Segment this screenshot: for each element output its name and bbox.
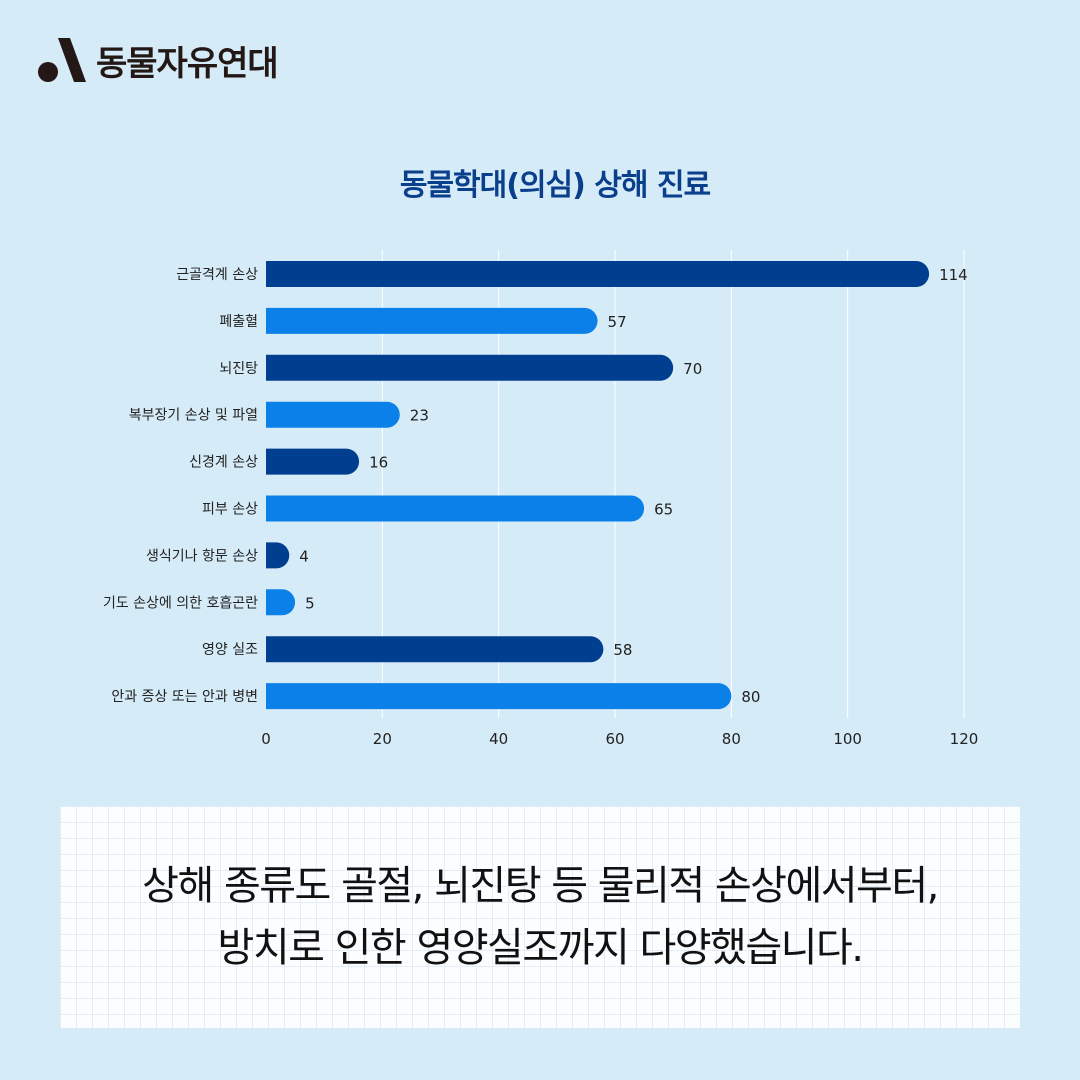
bar (266, 589, 296, 616)
category-label: 뇌진탕 (219, 361, 258, 377)
bar (266, 401, 400, 428)
category-label: 복부장기 손상 및 파열 (129, 408, 258, 424)
bar (266, 261, 930, 287)
x-tick-label: 20 (373, 730, 392, 748)
bar (266, 354, 674, 381)
category-label: 안과 증상 또는 안과 병변 (111, 689, 258, 705)
caption-line-1: 상해 종류도 골절, 뇌진탕 등 물리적 손상에서부터, (142, 863, 939, 909)
data-label: 70 (683, 360, 702, 378)
brand-name: 동물자유연대 (96, 43, 279, 84)
data-label: 5 (305, 594, 315, 612)
x-tick-label: 100 (833, 730, 862, 748)
brand-logo: 동물자유연대 (36, 34, 279, 86)
category-label: 근골격계 손상 (176, 267, 258, 283)
caption-line-2: 방치로 인한 영양실조까지 다양했습니다. (217, 925, 864, 971)
x-tick-label: 0 (261, 730, 271, 748)
data-label: 16 (369, 454, 388, 472)
x-tick-label: 40 (489, 730, 508, 748)
data-label: 58 (613, 641, 632, 659)
brand-logo-icon (38, 38, 86, 82)
bar (266, 636, 604, 663)
caption-box: 상해 종류도 골절, 뇌진탕 등 물리적 손상에서부터, 방치로 인한 영양실조… (60, 806, 1020, 1028)
data-label: 57 (608, 313, 627, 331)
data-label: 80 (741, 688, 760, 706)
category-label: 영양 실조 (202, 642, 258, 658)
category-label: 신경계 손상 (189, 455, 258, 471)
x-tick-label: 80 (722, 730, 741, 748)
bar (266, 683, 732, 710)
x-tick-label: 120 (950, 730, 979, 748)
category-label: 피부 손상 (202, 502, 258, 518)
category-label: 폐출혈 (219, 314, 258, 330)
data-label: 23 (410, 407, 429, 425)
data-label: 114 (939, 266, 968, 284)
bar (266, 448, 360, 475)
bar (266, 495, 645, 522)
bar (266, 542, 290, 569)
bar-chart: 근골격계 손상 114 폐출혈 57 뇌진탕 70 복부장기 손상 및 파열 23 신경계 손상… (103, 250, 979, 748)
bar (266, 307, 598, 334)
data-label: 65 (654, 501, 673, 519)
category-label: 생식기나 항문 손상 (146, 548, 258, 564)
data-label: 4 (299, 547, 309, 565)
category-label: 기도 손상에 의한 호흡곤란 (103, 595, 258, 611)
x-tick-label: 60 (605, 730, 624, 748)
chart-title: 동물학대(의심) 상해 진료 (399, 168, 711, 203)
